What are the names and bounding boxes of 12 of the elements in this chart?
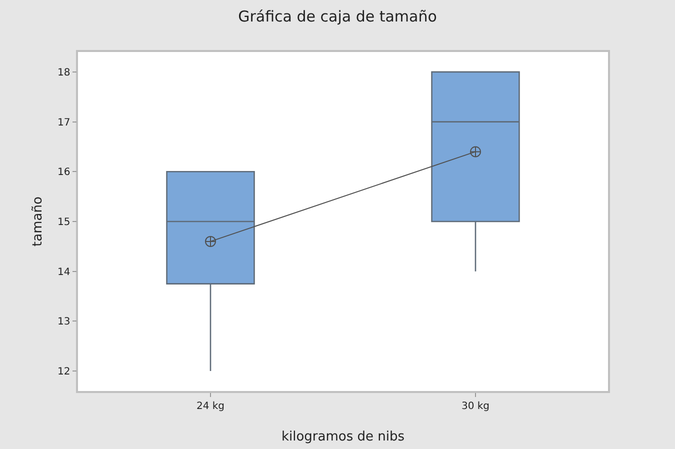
x-axis-title: kilogramos de nibs (281, 430, 405, 444)
y-tick-label: 16 (58, 167, 70, 178)
y-axis-title: tamaño (30, 196, 46, 246)
chart-title: Gráfica de caja de tamaño (238, 8, 437, 26)
y-tick-label: 15 (58, 217, 70, 228)
y-tick-label: 17 (58, 117, 70, 128)
y-tick-label: 13 (58, 316, 70, 328)
x-tick-label: 30 kg (461, 400, 490, 412)
y-tick-label: 14 (58, 266, 70, 278)
y-tick-label: 18 (58, 67, 70, 78)
y-tick-label: 12 (58, 366, 70, 378)
x-tick-label: 24 kg (196, 400, 225, 412)
